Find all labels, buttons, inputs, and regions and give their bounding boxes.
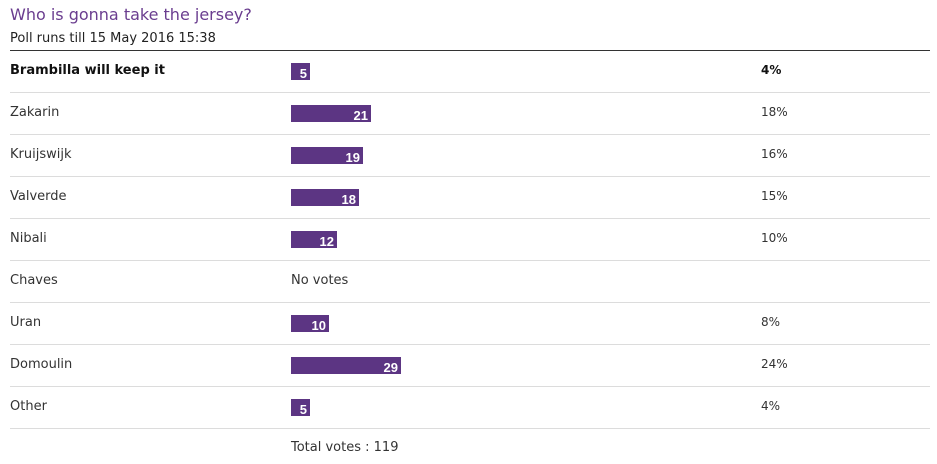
vote-bar: 5	[291, 399, 310, 417]
option-label: Kruijswijk	[10, 147, 72, 162]
poll-result-row: Nibali 12 10%	[10, 219, 930, 261]
vote-bar: 21	[291, 105, 371, 123]
vote-bar: 18	[291, 189, 359, 207]
option-label: Uran	[10, 315, 42, 330]
poll-result-row: Brambilla will keep it 5 4%	[10, 51, 930, 93]
vote-bar: 5	[291, 63, 310, 81]
vote-bar: 19	[291, 147, 363, 165]
option-label: Zakarin	[10, 105, 60, 120]
total-votes: Total votes : 119	[291, 440, 399, 455]
poll-result-row: Kruijswijk 19 16%	[10, 135, 930, 177]
poll-deadline: Poll runs till 15 May 2016 15:38	[10, 31, 216, 46]
vote-count: 5	[299, 66, 307, 81]
option-percent: 10%	[761, 231, 788, 245]
option-percent: 4%	[761, 63, 782, 77]
poll-result-row: Other 5 4%	[10, 387, 930, 429]
poll-result-row: Domoulin 29 24%	[10, 345, 930, 387]
poll-result-row: Chaves No votes	[10, 261, 930, 303]
option-percent: 24%	[761, 357, 788, 371]
option-label: Valverde	[10, 189, 67, 204]
vote-count: 21	[353, 108, 368, 123]
poll-result-row: Valverde 18 15%	[10, 177, 930, 219]
vote-count: 10	[311, 318, 326, 333]
option-percent: 16%	[761, 147, 788, 161]
poll-title: Who is gonna take the jersey?	[10, 5, 252, 24]
header-divider	[10, 50, 930, 51]
option-label: Chaves	[10, 273, 58, 288]
poll-results-list: Brambilla will keep it 5 4% Zakarin 21 18% Kru…	[10, 51, 930, 429]
vote-count: 18	[341, 192, 356, 207]
option-label: Domoulin	[10, 357, 73, 372]
poll-result-row: Uran 10 8%	[10, 303, 930, 345]
vote-count: 29	[383, 360, 398, 375]
option-percent: 15%	[761, 189, 788, 203]
option-label: Brambilla will keep it	[10, 63, 165, 78]
vote-bar: 10	[291, 315, 329, 333]
option-label: Other	[10, 399, 47, 414]
option-label: Nibali	[10, 231, 47, 246]
vote-bar: 29	[291, 357, 401, 375]
poll-result-row: Zakarin 21 18%	[10, 93, 930, 135]
option-percent: 8%	[761, 315, 781, 329]
no-votes-label: No votes	[291, 273, 349, 288]
vote-count: 5	[299, 402, 307, 417]
option-percent: 18%	[761, 105, 788, 119]
vote-count: 19	[345, 150, 360, 165]
vote-bar: 12	[291, 231, 337, 249]
vote-count: 12	[319, 234, 334, 249]
option-percent: 4%	[761, 399, 781, 413]
